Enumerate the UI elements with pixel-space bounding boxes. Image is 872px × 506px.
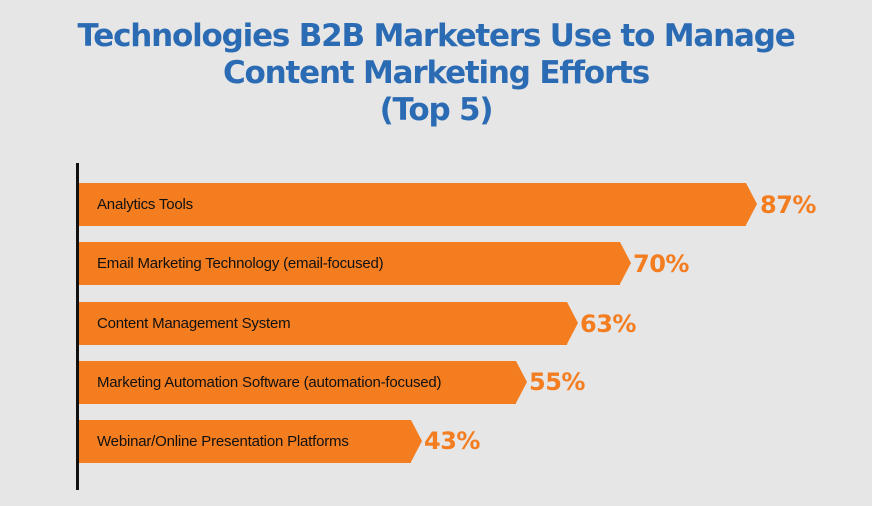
bar-content-management-system: Content Management System xyxy=(79,302,578,345)
bar-value: 43% xyxy=(424,427,480,455)
bar-label: Email Marketing Technology (email-focuse… xyxy=(97,255,384,272)
bar-value: 55% xyxy=(529,368,585,396)
chart-title: Technologies B2B Marketers Use to Manage… xyxy=(0,18,872,129)
chart-title-line-1: Technologies B2B Marketers Use to Manage xyxy=(77,18,795,54)
bar-value: 63% xyxy=(580,310,636,338)
bar-label: Content Management System xyxy=(97,315,291,332)
chevron-arrow-icon xyxy=(567,302,578,344)
bar-label: Marketing Automation Software (automatio… xyxy=(97,374,442,391)
bar-email-marketing-technology: Email Marketing Technology (email-focuse… xyxy=(79,242,631,285)
chart-title-line-3: (Top 5) xyxy=(379,92,494,128)
chevron-arrow-icon xyxy=(746,183,757,225)
chart-title-line-2: Content Marketing Efforts xyxy=(222,55,650,91)
bar-label: Analytics Tools xyxy=(97,196,193,213)
bar-marketing-automation-software: Marketing Automation Software (automatio… xyxy=(79,361,527,404)
y-axis-line xyxy=(76,163,79,490)
bar-webinar-online-presentation: Webinar/Online Presentation Platforms xyxy=(79,420,422,463)
bar-label: Webinar/Online Presentation Platforms xyxy=(97,433,349,450)
chevron-arrow-icon xyxy=(411,420,422,462)
chevron-arrow-icon xyxy=(620,242,631,284)
chevron-arrow-icon xyxy=(516,361,527,403)
bar-value: 70% xyxy=(633,250,689,278)
bar-value: 87% xyxy=(760,191,816,219)
bar-analytics-tools: Analytics Tools xyxy=(79,183,757,226)
